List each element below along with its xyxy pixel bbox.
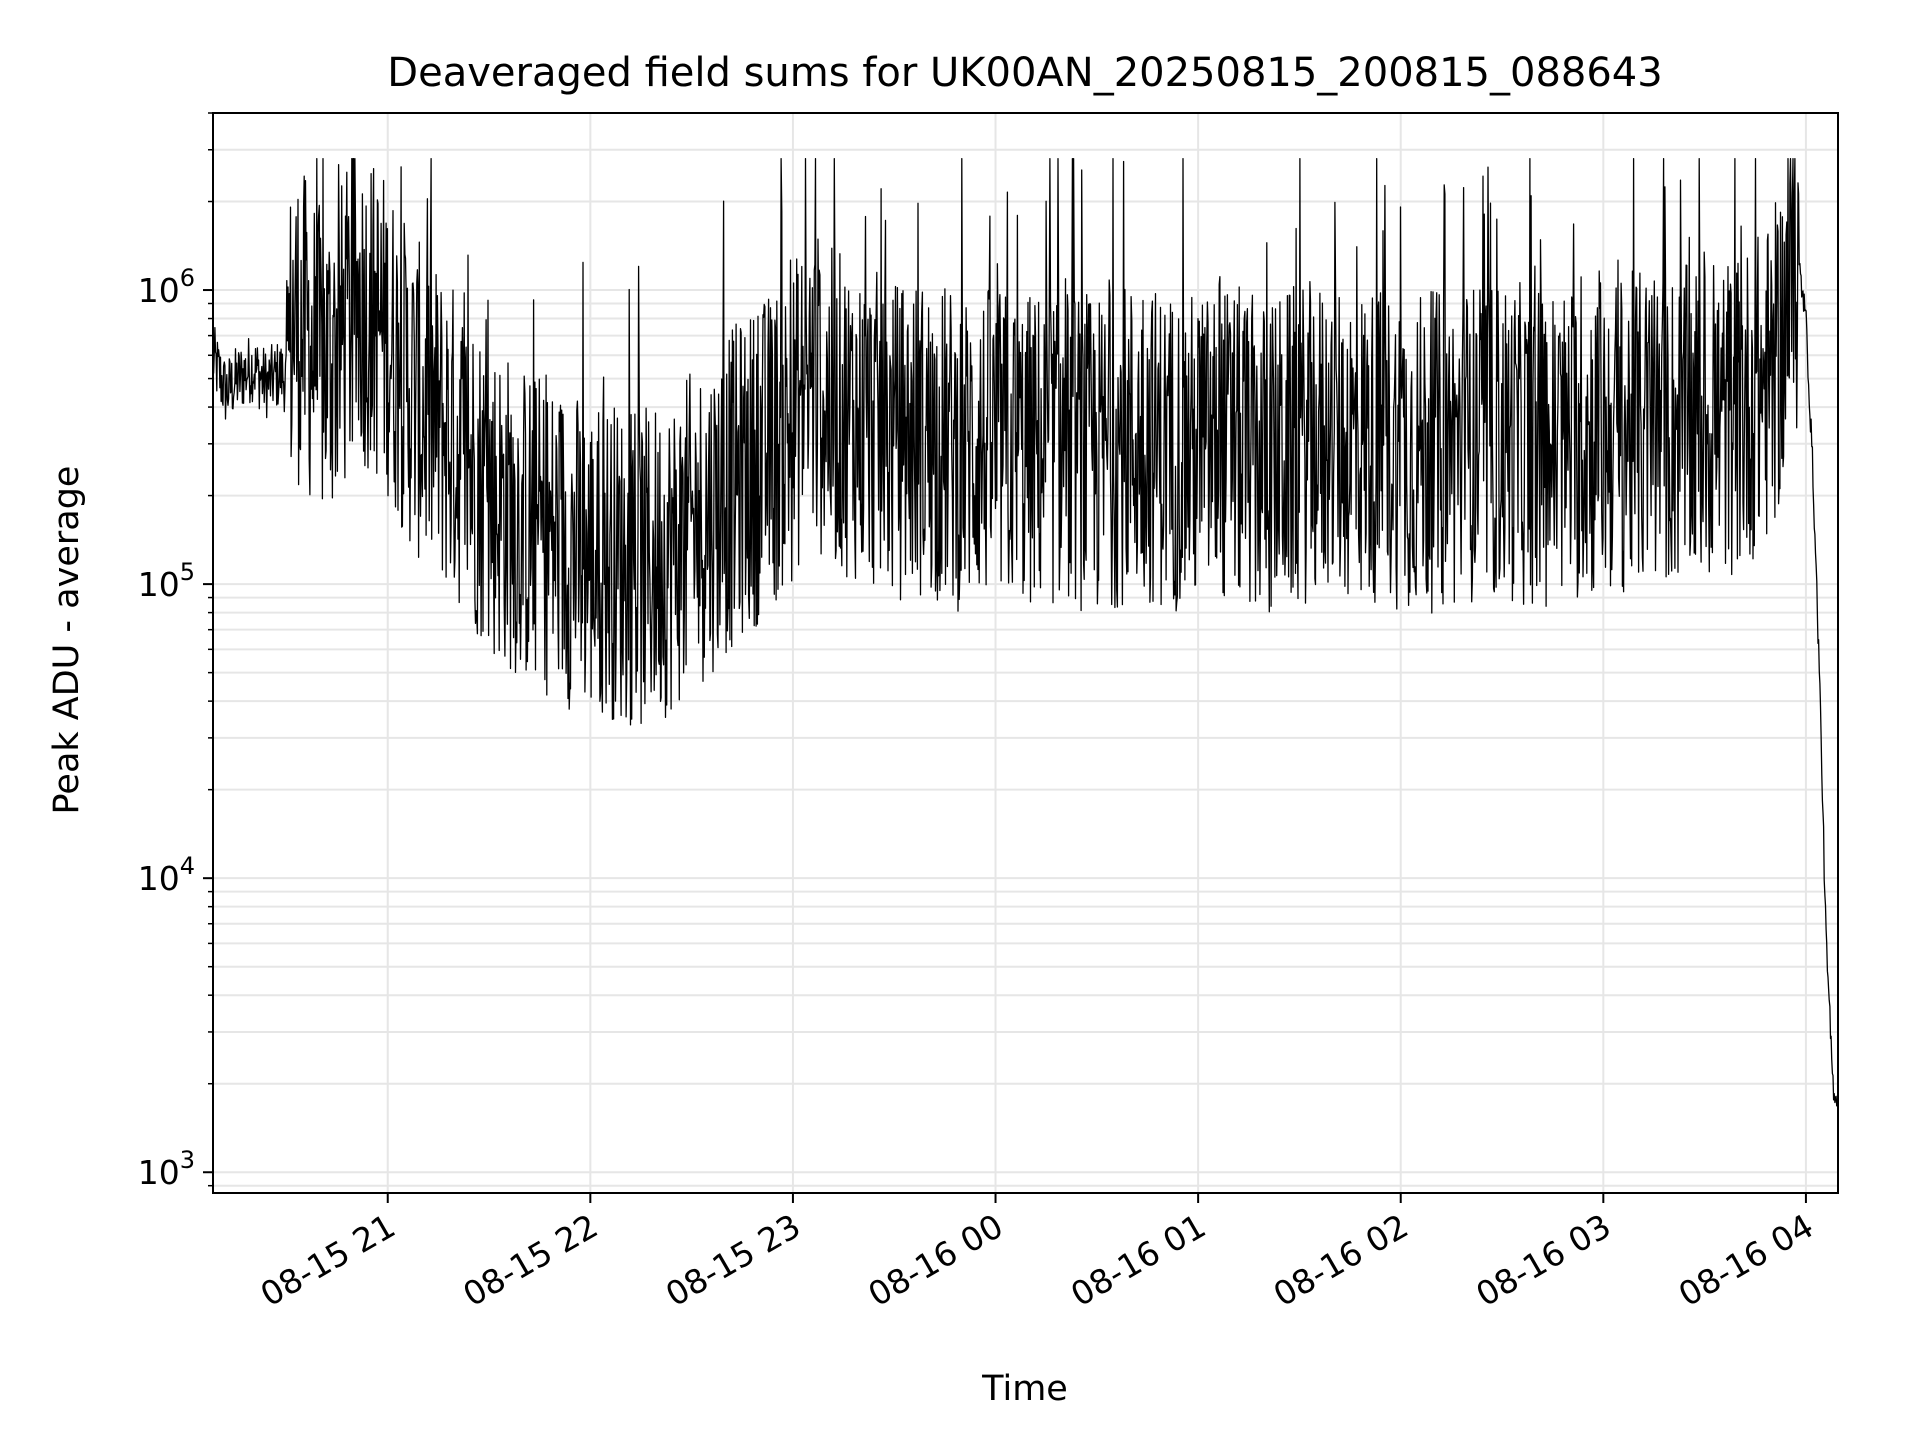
y-axis-label: Peak ADU - average: [47, 466, 87, 815]
y-tick-label: 104: [138, 852, 195, 898]
y-tick-label: 106: [138, 264, 195, 310]
plot-frame: [212, 112, 1839, 1194]
series-layer: [212, 157, 1839, 1107]
y-tick-label: 103: [138, 1146, 195, 1192]
chart-title: Deaveraged field sums for UK00AN_2025081…: [387, 50, 1662, 96]
x-axis-label: Time: [981, 1369, 1068, 1409]
y-tick-label: 105: [138, 558, 195, 604]
series-line: [212, 157, 1839, 1107]
